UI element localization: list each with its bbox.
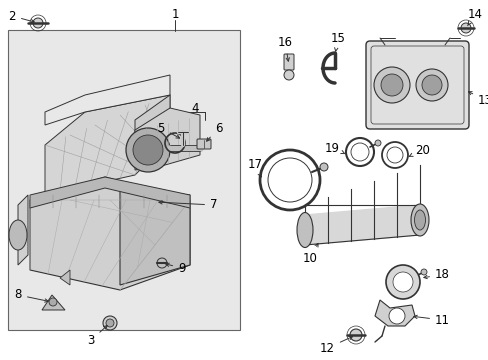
Circle shape <box>460 23 470 33</box>
Text: 10: 10 <box>302 243 318 265</box>
Circle shape <box>49 298 57 306</box>
Polygon shape <box>45 75 170 125</box>
Circle shape <box>126 128 170 172</box>
Polygon shape <box>45 95 170 195</box>
Text: 20: 20 <box>408 144 429 157</box>
Text: 6: 6 <box>206 122 222 141</box>
Ellipse shape <box>296 212 312 248</box>
Ellipse shape <box>410 204 428 236</box>
Circle shape <box>106 319 114 327</box>
Circle shape <box>103 316 117 330</box>
Circle shape <box>380 74 402 96</box>
Ellipse shape <box>414 210 425 230</box>
Text: 3: 3 <box>87 325 107 346</box>
Circle shape <box>33 18 43 28</box>
Text: 12: 12 <box>319 337 352 355</box>
Text: 14: 14 <box>467 8 482 26</box>
FancyBboxPatch shape <box>284 54 293 70</box>
Circle shape <box>385 265 419 299</box>
Circle shape <box>420 269 426 275</box>
Polygon shape <box>305 205 419 245</box>
Text: 13: 13 <box>468 92 488 107</box>
Polygon shape <box>60 270 70 285</box>
Circle shape <box>415 69 447 101</box>
Polygon shape <box>120 188 190 285</box>
Text: 17: 17 <box>247 158 262 177</box>
Text: 9: 9 <box>165 261 185 274</box>
Polygon shape <box>42 295 65 310</box>
Text: 8: 8 <box>15 288 48 302</box>
Circle shape <box>388 308 404 324</box>
Text: 2: 2 <box>8 9 34 23</box>
Text: 11: 11 <box>413 314 449 327</box>
Circle shape <box>349 329 361 341</box>
Polygon shape <box>135 95 170 165</box>
Circle shape <box>374 140 380 146</box>
Text: 15: 15 <box>330 31 345 51</box>
Polygon shape <box>30 177 190 208</box>
Text: 7: 7 <box>159 198 217 211</box>
Circle shape <box>157 258 167 268</box>
FancyBboxPatch shape <box>365 41 468 129</box>
Text: 16: 16 <box>277 36 292 61</box>
FancyBboxPatch shape <box>197 139 210 149</box>
Circle shape <box>284 70 293 80</box>
Circle shape <box>421 75 441 95</box>
Ellipse shape <box>9 220 27 250</box>
Polygon shape <box>374 300 414 326</box>
Circle shape <box>319 163 327 171</box>
Polygon shape <box>30 177 190 290</box>
Text: 5: 5 <box>157 122 179 138</box>
Text: 18: 18 <box>423 269 449 282</box>
Text: 19: 19 <box>325 141 345 154</box>
Polygon shape <box>18 195 28 265</box>
Circle shape <box>373 67 409 103</box>
Circle shape <box>392 272 412 292</box>
Text: 4: 4 <box>191 102 198 114</box>
Polygon shape <box>135 108 200 170</box>
Text: 1: 1 <box>171 9 179 22</box>
FancyBboxPatch shape <box>8 30 240 330</box>
Circle shape <box>133 135 163 165</box>
